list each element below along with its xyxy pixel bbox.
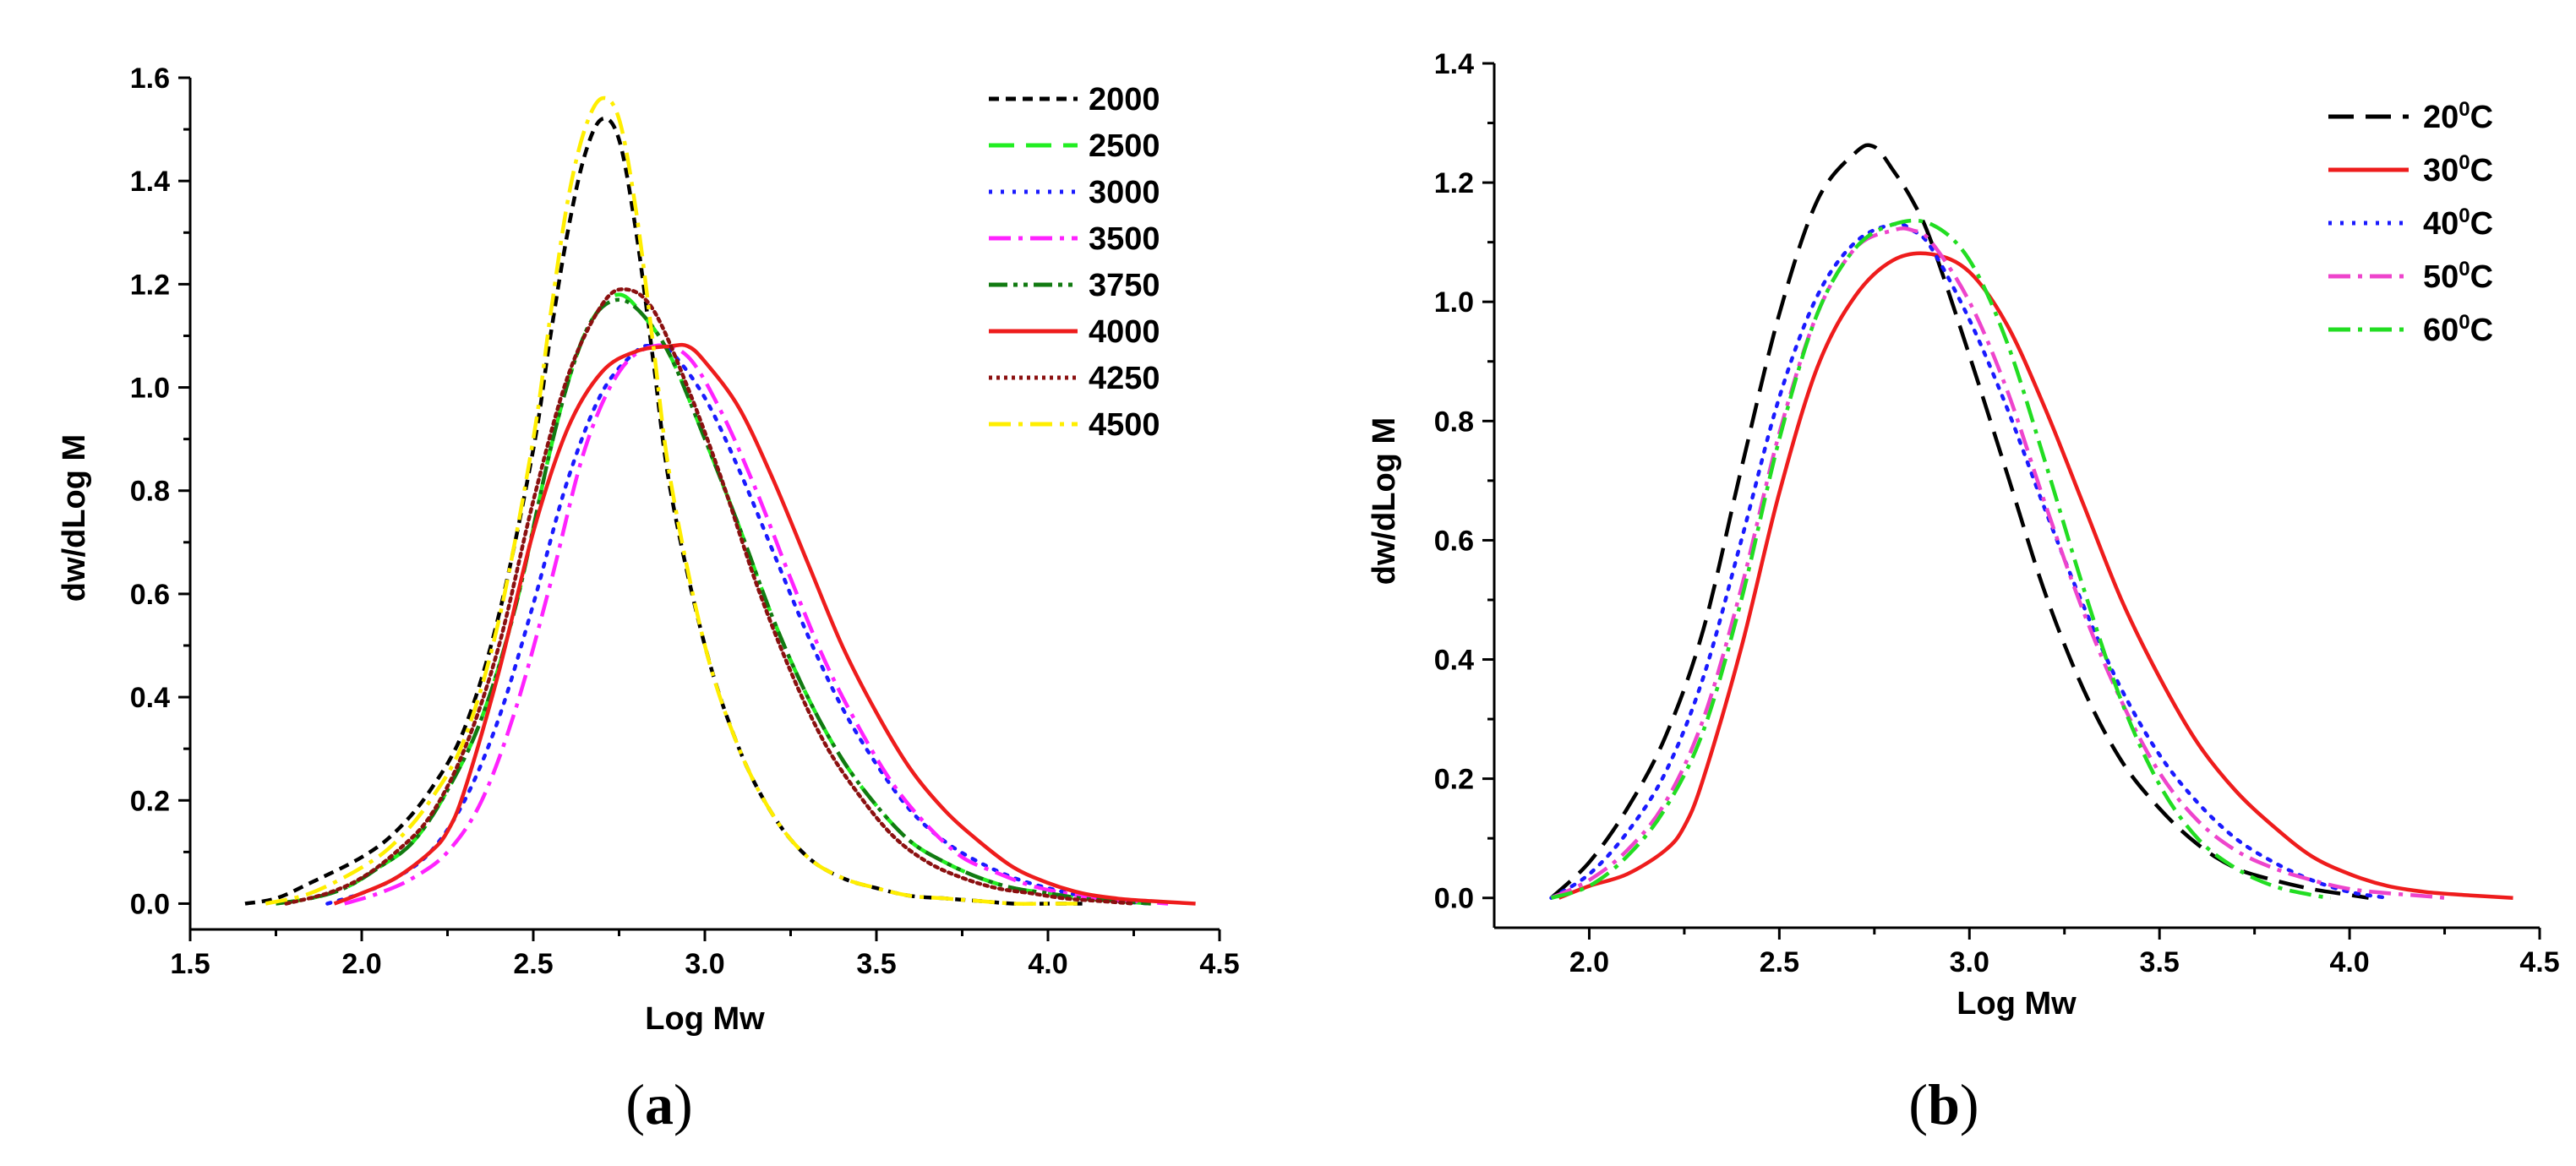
y-tick-label: 0.8 — [1434, 406, 1474, 438]
legend-label-50: 500C — [2423, 258, 2493, 295]
panel-a-legend: 2000 2500 3000 3500 3750 4000 4250 4500 — [989, 82, 1160, 443]
y-tick-label: 0.2 — [130, 785, 170, 817]
legend-label-3750: 3750 — [1089, 268, 1160, 303]
panel-b-axes: 2.0 2.5 3.0 3.5 4.0 4.5 0.0 0.2 0.4 0.6 0.8 1.0 1.2 1… — [1434, 48, 2560, 978]
y-tick-label: 0.0 — [130, 888, 170, 920]
y-tick-label: 0.4 — [130, 682, 170, 714]
legend-label-4500: 4500 — [1089, 407, 1160, 443]
series-line-60 — [1550, 218, 2331, 900]
legend-label-30: 300C — [2423, 151, 2493, 188]
series-line-4000 — [333, 342, 1196, 906]
panel-a-caption-label: (a) — [625, 1072, 692, 1136]
y-tick-label: 0.8 — [130, 476, 170, 508]
legend-label-3500: 3500 — [1089, 221, 1160, 257]
y-tick-label: 0.0 — [1434, 883, 1474, 915]
x-tick-label: 3.0 — [685, 948, 724, 980]
x-tick-label: 4.0 — [1028, 948, 1067, 980]
legend-label-superscript: 0 — [2459, 311, 2470, 334]
legend-label-3000: 3000 — [1089, 175, 1160, 210]
legend-label-unit: C — [2470, 259, 2493, 295]
y-tick-label: 1.4 — [130, 166, 170, 198]
series-line-4250 — [284, 287, 1136, 906]
legend-label-40: 400C — [2423, 204, 2493, 242]
y-tick-label: 0.6 — [1434, 525, 1474, 557]
x-tick-label: 3.0 — [1950, 946, 1989, 978]
x-tick-label: 4.5 — [2519, 946, 2559, 978]
series-line-40 — [1549, 221, 2390, 900]
legend-label-4000: 4000 — [1089, 314, 1160, 350]
y-tick-label: 0.4 — [1434, 645, 1474, 677]
panel-b-y-axis-title: dw/dLog M — [1367, 417, 1402, 585]
legend-label-unit: C — [2470, 100, 2493, 135]
y-tick-label: 1.6 — [130, 63, 170, 95]
legend-label-20: 200C — [2423, 98, 2493, 135]
panel-a-axes: 1.5 2.0 2.5 3.0 3.5 4.0 4.5 0.0 0.2 0.4 0.6 0.8 1.0 1… — [130, 63, 1240, 980]
x-tick-label: 3.5 — [856, 948, 896, 980]
y-tick-label: 0.6 — [130, 579, 170, 611]
panel-a-caption-letter: a — [645, 1072, 674, 1136]
panel-a-x-axis-title: Log Mw — [645, 1001, 765, 1037]
series-line-3500 — [344, 343, 1169, 906]
y-tick-label: 1.0 — [130, 373, 170, 405]
x-tick-label: 2.0 — [341, 948, 381, 980]
panel-b-series-lines — [1549, 143, 2513, 900]
panel-b-legend: 200C 300C 400C 500C 600C — [2328, 98, 2493, 348]
panel-b-caption-label: (b) — [1908, 1072, 1978, 1136]
x-tick-label: 1.5 — [170, 948, 210, 980]
legend-label-superscript: 0 — [2459, 98, 2470, 121]
series-line-50 — [1550, 226, 2445, 900]
legend-label-4250: 4250 — [1089, 361, 1160, 396]
legend-label-superscript: 0 — [2459, 204, 2470, 227]
series-line-4500 — [265, 95, 1083, 906]
chart-panel-b: 2.0 2.5 3.0 3.5 4.0 4.5 0.0 0.2 0.4 0.6 0.8 1.0 1.2 1… — [1367, 48, 2560, 1136]
panel-a-series-lines — [244, 95, 1196, 906]
series-line-3750 — [276, 297, 1151, 906]
series-line-30 — [1558, 251, 2513, 900]
series-line-3000 — [325, 343, 1154, 906]
legend-label-unit: C — [2470, 206, 2493, 242]
x-tick-label: 2.5 — [513, 948, 553, 980]
x-tick-label: 2.5 — [1760, 946, 1799, 978]
series-line-20 — [1549, 143, 2369, 900]
legend-label-unit: C — [2470, 313, 2493, 348]
legend-label-2000: 2000 — [1089, 82, 1160, 117]
legend-label-unit: C — [2470, 153, 2493, 188]
panel-b-caption-letter: b — [1928, 1072, 1960, 1136]
x-tick-label: 4.0 — [2329, 946, 2369, 978]
panel-a-y-axis-title: dw/dLog M — [57, 434, 92, 602]
x-tick-label: 3.5 — [2140, 946, 2180, 978]
y-tick-label: 1.4 — [1434, 48, 1474, 80]
legend-label-superscript: 0 — [2459, 258, 2470, 281]
x-tick-label: 2.0 — [1569, 946, 1609, 978]
chart-panel-a: 1.5 2.0 2.5 3.0 3.5 4.0 4.5 0.0 0.2 0.4 0.6 0.8 1.0 1… — [57, 63, 1240, 1136]
legend-label-superscript: 0 — [2459, 151, 2470, 174]
legend-label-2500: 2500 — [1089, 128, 1160, 164]
legend-label-60: 600C — [2423, 311, 2493, 348]
x-tick-label: 4.5 — [1199, 948, 1239, 980]
y-tick-label: 1.0 — [1434, 286, 1474, 319]
panel-b-x-axis-title: Log Mw — [1957, 986, 2077, 1022]
y-tick-label: 1.2 — [1434, 167, 1474, 199]
y-tick-label: 1.2 — [130, 269, 170, 301]
y-tick-label: 0.2 — [1434, 764, 1474, 796]
